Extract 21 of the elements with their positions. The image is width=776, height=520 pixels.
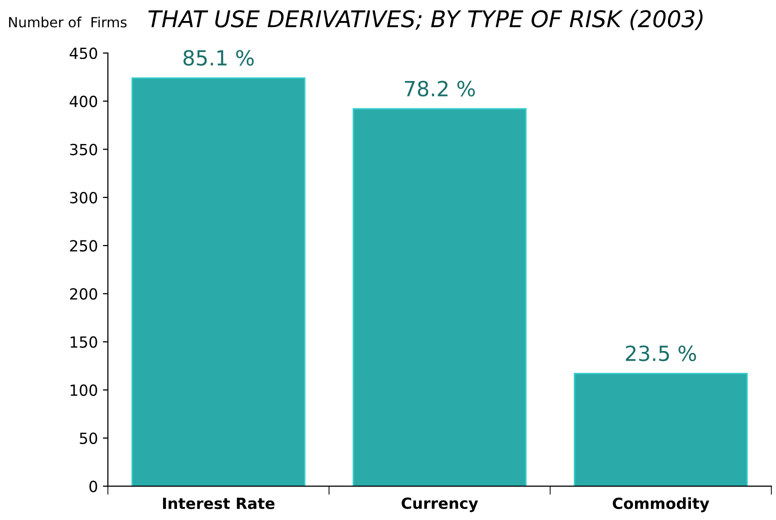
- y-tick-label: 100: [70, 384, 98, 396]
- annotation: 85.1 %: [183, 50, 254, 66]
- bar: [131, 77, 306, 486]
- y-tick-label: 250: [70, 240, 98, 252]
- y-tick-label: 350: [70, 144, 98, 156]
- y-tick-label: 450: [70, 48, 98, 60]
- x-tick-label: Commodity: [612, 497, 710, 512]
- y-axis-title: Number of Firms: [9, 16, 127, 28]
- bar: [352, 108, 527, 486]
- y-tick-label: 50: [80, 432, 98, 444]
- chart-title: THAT USE DERIVATIVES; BY TYPE OF RISK (2003): [148, 10, 703, 30]
- bar: [574, 372, 748, 486]
- annotation: 23.5 %: [626, 345, 696, 362]
- x-tick-label: Currency: [402, 497, 478, 512]
- annotation: 78.2 %: [404, 80, 475, 96]
- x-tick-label: Interest Rate: [163, 498, 274, 510]
- y-tick-label: 400: [70, 96, 98, 108]
- y-tick-label: 200: [70, 288, 98, 300]
- y-tick-label: 150: [70, 336, 98, 348]
- y-tick-label: 0: [89, 480, 98, 492]
- y-tick-label: 300: [70, 192, 98, 204]
